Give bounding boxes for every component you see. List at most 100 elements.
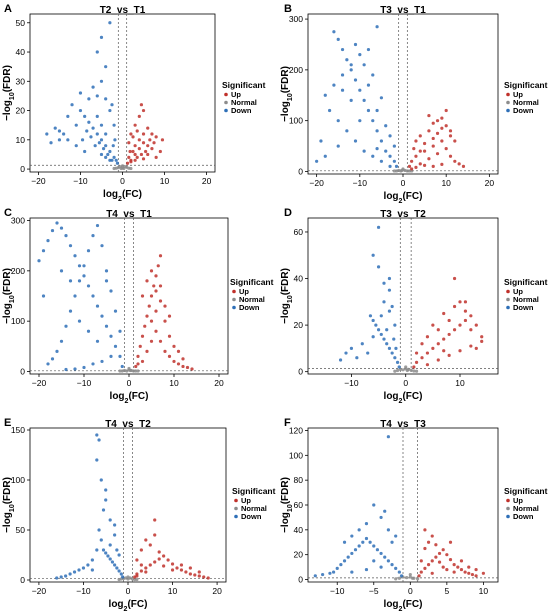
point-up <box>452 328 457 332</box>
legend-entry-normal: Normal <box>241 504 267 513</box>
point-down <box>382 337 386 341</box>
x-tick-label: 10 <box>169 378 179 388</box>
chart-title: T4_vs_T1 <box>106 209 152 220</box>
point-down <box>73 254 77 258</box>
point-down <box>101 146 106 151</box>
point-down <box>113 138 117 142</box>
x-tick-label: −20 <box>309 178 324 188</box>
point-down <box>73 367 77 371</box>
point-down <box>104 144 108 148</box>
point-up <box>135 558 139 562</box>
point-up <box>423 528 427 532</box>
point-down <box>349 98 353 102</box>
point-up <box>162 554 166 558</box>
point-up <box>138 344 142 348</box>
point-down <box>392 337 396 341</box>
point-normal <box>129 166 133 171</box>
legend-marker-down <box>506 108 510 113</box>
point-down <box>375 147 379 151</box>
y-tick-label: 0 <box>298 575 303 585</box>
point-up <box>163 304 167 308</box>
point-up <box>184 570 188 574</box>
point-up <box>436 328 440 332</box>
point-up <box>181 364 185 369</box>
point-up <box>197 570 201 574</box>
point-up <box>420 356 424 360</box>
point-up <box>144 570 148 574</box>
point-down <box>41 249 46 253</box>
point-down <box>74 123 78 127</box>
y-tick-label: 20 <box>294 320 304 330</box>
point-down <box>95 548 99 552</box>
point-down <box>394 534 398 538</box>
point-down <box>112 123 116 127</box>
point-up <box>425 363 430 367</box>
point-down <box>64 234 68 238</box>
point-up <box>420 342 424 346</box>
point-up <box>414 165 418 169</box>
point-up <box>434 555 438 559</box>
point-up <box>125 161 130 165</box>
legend-marker-normal <box>506 100 510 105</box>
point-up <box>430 534 434 538</box>
point-down <box>87 120 91 124</box>
point-down <box>388 164 392 168</box>
point-down <box>355 356 359 360</box>
point-up <box>154 135 158 139</box>
plot-frame <box>307 217 499 375</box>
point-down <box>104 155 108 159</box>
point-down <box>383 555 387 559</box>
point-up <box>153 560 157 564</box>
point-down <box>86 563 90 567</box>
legend-entry-down: Down <box>513 303 534 312</box>
point-up <box>427 157 431 161</box>
point-up <box>452 276 457 281</box>
point-down <box>115 566 119 570</box>
point-down <box>78 91 83 95</box>
point-up <box>148 543 152 547</box>
point-up <box>448 129 453 133</box>
x-axis-label: log2(FC) <box>384 191 423 205</box>
point-up <box>459 567 464 572</box>
point-down <box>62 132 66 136</box>
legend-marker-down <box>224 108 228 113</box>
plot-frame <box>29 427 227 583</box>
point-normal <box>395 368 400 373</box>
point-down <box>362 63 366 67</box>
legend-entry-up: Up <box>231 90 241 99</box>
y-tick-label: 200 <box>11 266 25 276</box>
y-tick-label: 80 <box>294 475 304 485</box>
legend-marker-up <box>234 498 238 503</box>
point-up <box>149 319 154 323</box>
point-up <box>148 563 152 567</box>
legend-entry-normal: Normal <box>513 504 539 513</box>
point-up <box>127 141 131 145</box>
point-down <box>86 249 91 253</box>
point-down <box>57 129 62 133</box>
point-up <box>144 566 148 570</box>
point-down <box>83 149 87 154</box>
point-down <box>55 349 59 353</box>
point-down <box>118 354 122 358</box>
point-down <box>89 135 93 139</box>
point-up <box>144 538 148 542</box>
point-down <box>106 554 110 558</box>
point-down <box>53 126 57 130</box>
point-down <box>394 164 399 168</box>
panel-d: D T3_vs_T2 −10 0 10 0 20 40 60 log2(FC) −log10(FDR… <box>280 207 548 405</box>
point-down <box>332 30 336 34</box>
point-down <box>121 575 125 579</box>
point-down <box>117 569 121 573</box>
point-up <box>481 571 485 575</box>
point-down <box>70 103 74 107</box>
point-up <box>426 563 431 567</box>
point-up <box>418 149 422 153</box>
point-down <box>99 138 104 142</box>
point-down <box>113 533 117 537</box>
point-down <box>93 144 97 148</box>
point-normal <box>414 369 419 373</box>
point-up <box>136 362 140 366</box>
point-down <box>59 269 64 273</box>
point-down <box>110 103 114 107</box>
x-tick-label: −20 <box>31 176 46 186</box>
